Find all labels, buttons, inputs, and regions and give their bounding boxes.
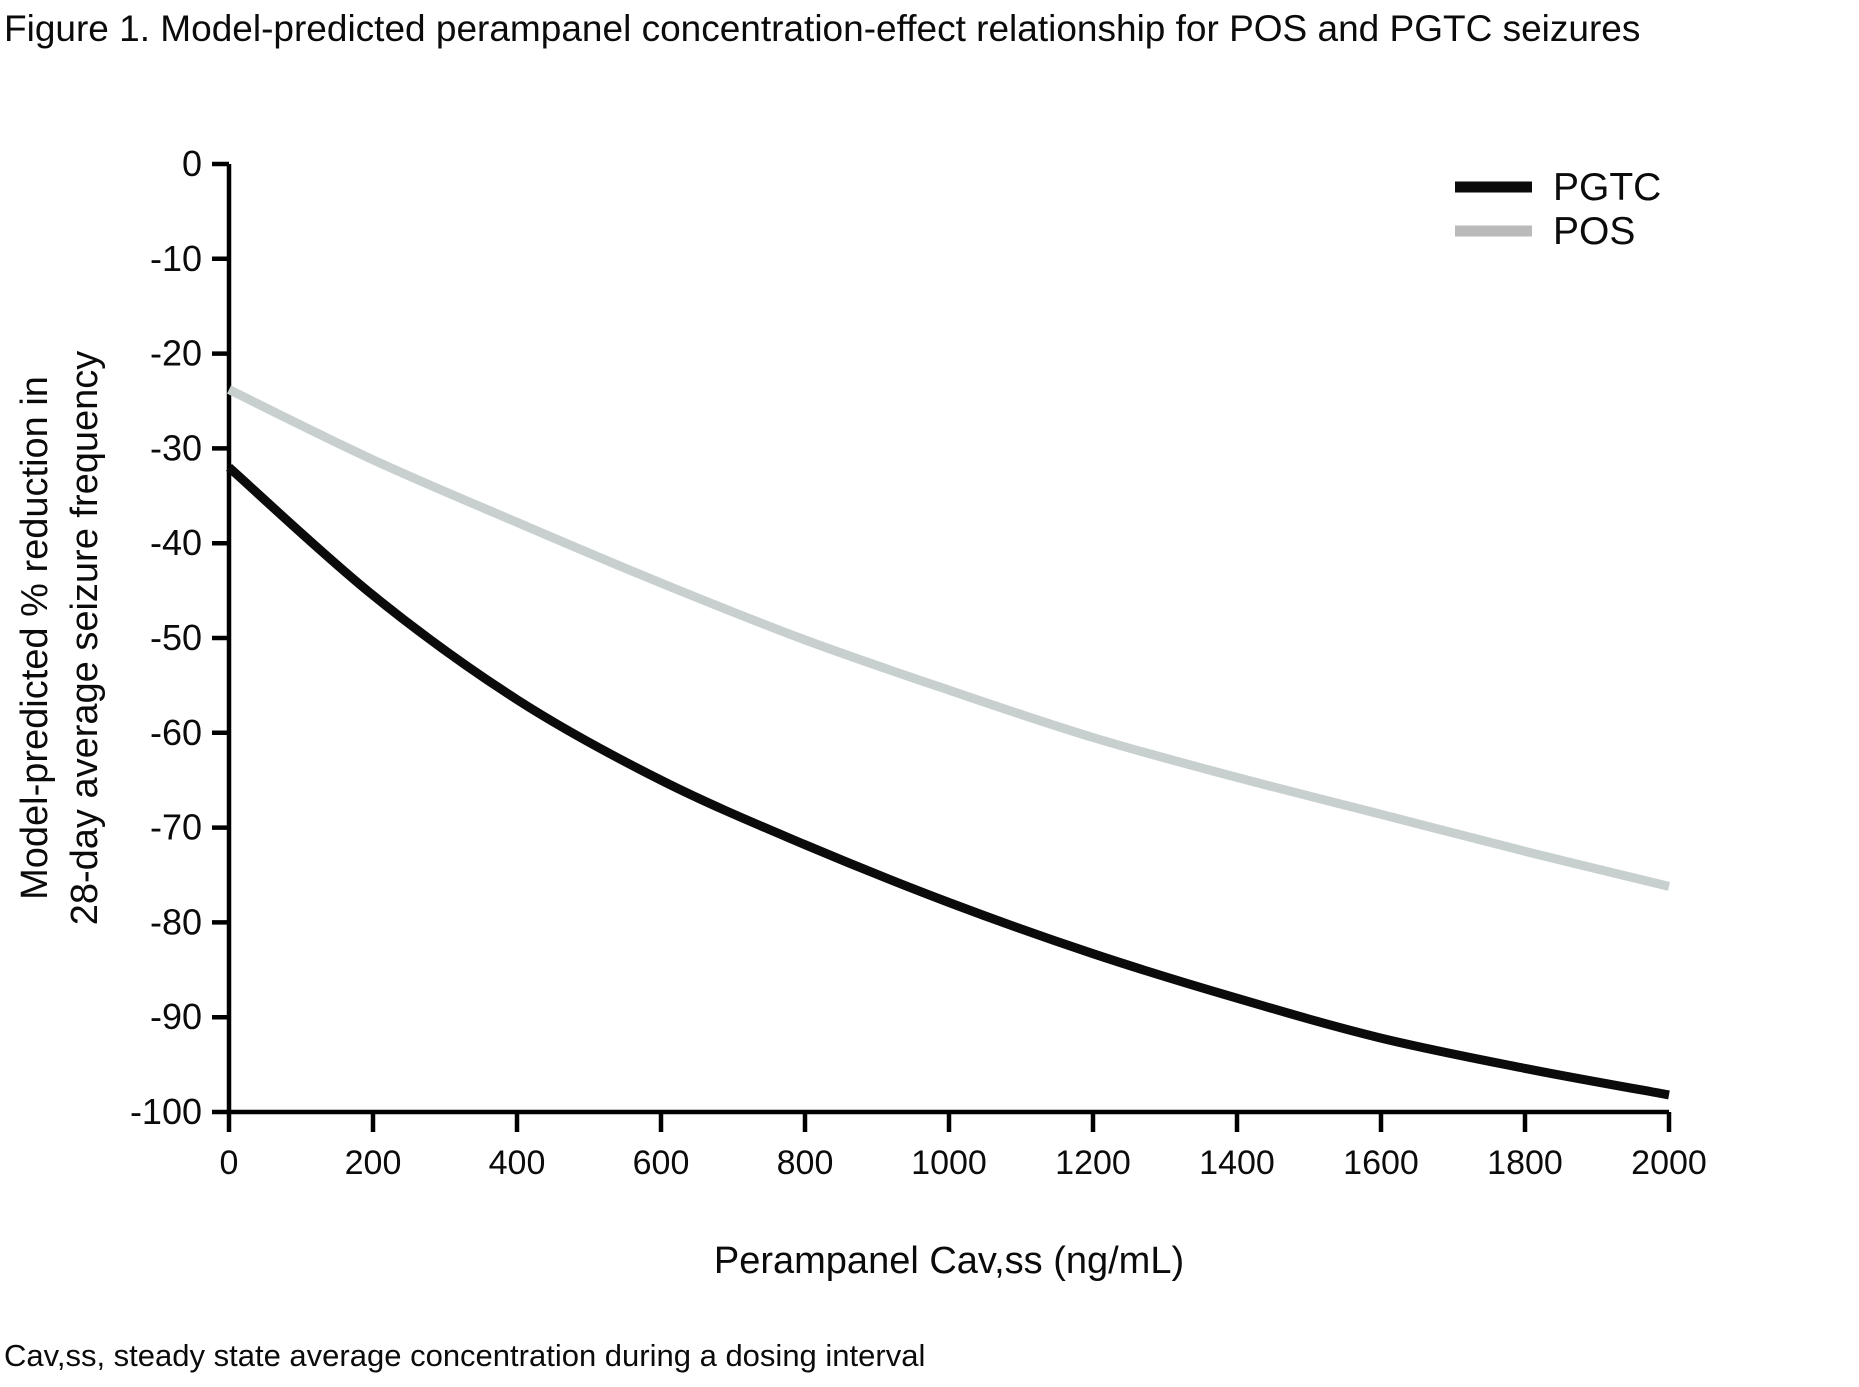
x-tick-label: 1600 bbox=[1343, 1144, 1419, 1182]
x-tick-label: 0 bbox=[220, 1144, 239, 1182]
legend-label-pos: POS bbox=[1553, 210, 1635, 253]
x-tick-label: 1200 bbox=[1055, 1144, 1131, 1182]
figure-title: Figure 1. Model-predicted perampanel con… bbox=[4, 8, 1641, 49]
x-tick-label: 1000 bbox=[911, 1144, 987, 1182]
y-tick-label: -80 bbox=[150, 901, 202, 942]
x-tick-label: 1400 bbox=[1199, 1144, 1275, 1182]
y-tick-label: -90 bbox=[150, 996, 202, 1037]
y-tick-label: 0 bbox=[182, 143, 202, 184]
y-tick-label: -30 bbox=[150, 427, 202, 468]
y-tick-label: -60 bbox=[150, 712, 202, 753]
series-line-pos bbox=[227, 385, 1671, 891]
x-axis-title: Perampanel Cav,ss (ng/mL) bbox=[714, 1240, 1184, 1282]
series-line-pgtc bbox=[226, 464, 1670, 1100]
y-axis-title-line2: 28-day average seizure frequency bbox=[64, 351, 106, 926]
x-tick-label: 200 bbox=[345, 1144, 402, 1182]
x-tick-label: 800 bbox=[777, 1144, 834, 1182]
y-tick-label: -50 bbox=[150, 617, 202, 658]
legend-label-pgtc: PGTC bbox=[1553, 166, 1661, 209]
x-tick-label: 1800 bbox=[1487, 1144, 1563, 1182]
y-tick-label: -40 bbox=[150, 522, 202, 563]
y-tick-label: -10 bbox=[150, 238, 202, 279]
figure-footnote: Cav,ss, steady state average concentrati… bbox=[4, 1338, 926, 1373]
y-axis-title-line1: Model-predicted % reduction in bbox=[14, 376, 56, 900]
x-tick-label: 600 bbox=[633, 1144, 690, 1182]
x-tick-label: 2000 bbox=[1631, 1144, 1707, 1182]
y-tick-label: -70 bbox=[150, 807, 202, 848]
y-tick-label: -100 bbox=[130, 1091, 202, 1132]
y-tick-label: -20 bbox=[150, 333, 202, 374]
x-tick-label: 400 bbox=[489, 1144, 546, 1182]
